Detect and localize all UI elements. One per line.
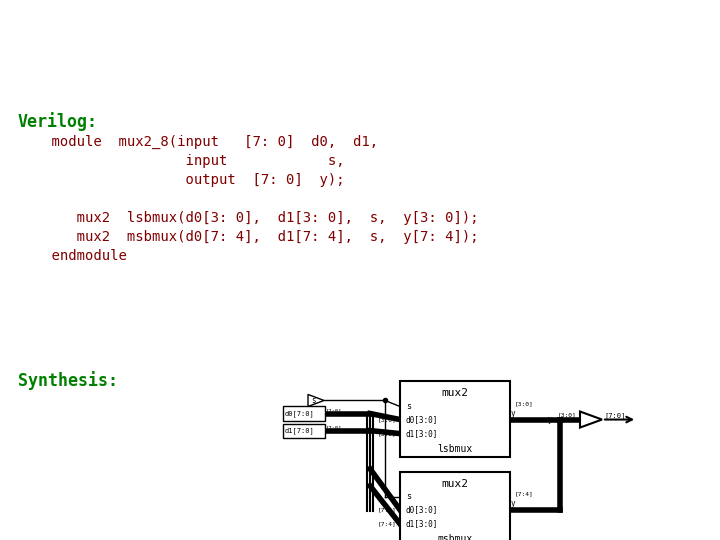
Bar	[283, 407, 325, 421]
Bar	[400, 472, 510, 540]
Text: s: s	[406, 492, 411, 501]
Text: msbmux: msbmux	[437, 534, 472, 540]
Text: [3:0]: [3:0]	[515, 401, 534, 406]
Text: module  mux2_8(input   [7: 0]  d0,  d1,: module mux2_8(input [7: 0] d0, d1,	[18, 134, 378, 149]
Text: [7:4]: [7:4]	[515, 491, 534, 496]
Text: y: y	[511, 500, 516, 508]
Text: mux2: mux2	[441, 388, 469, 399]
Text: input            s,: input s,	[18, 153, 345, 167]
Bar	[400, 381, 510, 457]
Text: mux2  lsbmux(d0[3: 0],  d1[3: 0],  s,  y[3: 0]);: mux2 lsbmux(d0[3: 0], d1[3: 0], s, y[3: …	[18, 211, 479, 225]
Text: d0[7:0]: d0[7:0]	[285, 410, 315, 417]
Text: [7:0]: [7:0]	[604, 412, 625, 419]
Text: [3:0]: [3:0]	[378, 417, 397, 422]
Bar	[283, 423, 325, 437]
Polygon shape	[580, 411, 602, 428]
Text: [3:0]: [3:0]	[558, 412, 577, 417]
Text: [3:0]: [3:0]	[378, 431, 397, 436]
Text: Bit Manipulations:  splitting bits off: Bit Manipulations: splitting bits off	[11, 21, 624, 50]
Text: mux2: mux2	[441, 479, 469, 489]
Text: [7:4]: [7:4]	[378, 508, 397, 512]
Text: d0[3:0]: d0[3:0]	[406, 415, 438, 424]
Text: [7:0]: [7:0]	[326, 426, 342, 430]
Text: s: s	[311, 396, 315, 405]
Text: lsbmux: lsbmux	[437, 444, 472, 454]
Text: mux2  msbmux(d0[7: 4],  d1[7: 4],  s,  y[7: 4]);: mux2 msbmux(d0[7: 4], d1[7: 4], s, y[7: …	[18, 230, 479, 244]
Text: [7:4]: [7:4]	[378, 522, 397, 526]
Text: Synthesis:: Synthesis:	[18, 372, 118, 390]
Polygon shape	[308, 394, 324, 407]
Text: [7:0]: [7:0]	[326, 408, 342, 414]
Text: Verilog:: Verilog:	[18, 112, 98, 131]
Text: s: s	[406, 402, 411, 411]
Text: endmodule: endmodule	[18, 249, 127, 263]
Text: d1[3:0]: d1[3:0]	[406, 429, 438, 438]
Text: output  [7: 0]  y);: output [7: 0] y);	[18, 173, 345, 187]
Text: d1[3:0]: d1[3:0]	[406, 519, 438, 529]
Text: y: y	[511, 409, 516, 418]
Text: d0[3:0]: d0[3:0]	[406, 505, 438, 515]
Text: d1[7:0]: d1[7:0]	[285, 427, 315, 434]
Text: y: y	[548, 415, 553, 424]
